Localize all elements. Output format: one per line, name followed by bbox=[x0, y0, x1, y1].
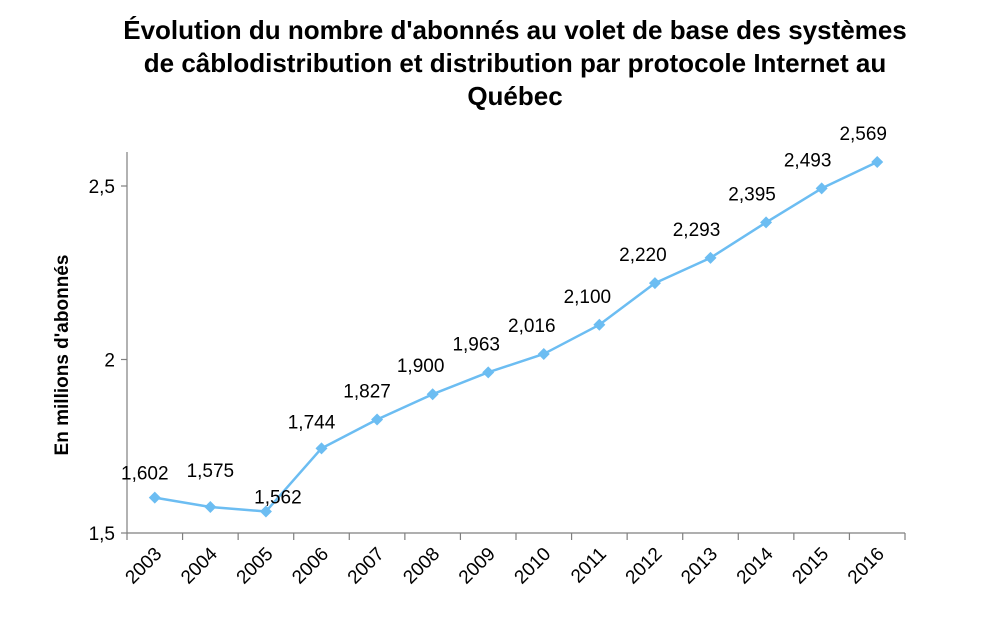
data-label: 1,963 bbox=[452, 334, 500, 355]
data-label: 2,016 bbox=[508, 316, 556, 337]
data-label: 2,220 bbox=[619, 245, 667, 266]
x-tick-label: 2013 bbox=[677, 544, 722, 589]
data-point-marker bbox=[704, 251, 717, 264]
y-axis-label: En millions d'abonnés bbox=[52, 255, 73, 456]
data-label: 2,395 bbox=[728, 184, 776, 205]
x-tick-label: 2015 bbox=[788, 544, 833, 589]
data-point-marker bbox=[815, 182, 828, 195]
x-tick-label: 2006 bbox=[288, 544, 333, 589]
x-tick-label: 2014 bbox=[733, 543, 778, 588]
y-tick-label: 1,5 bbox=[89, 524, 115, 545]
x-tick-label: 2009 bbox=[455, 544, 500, 589]
data-point-marker bbox=[426, 388, 439, 401]
x-tick-label: 2005 bbox=[233, 544, 278, 589]
chart-title: Évolution du nombre d'abonnés au volet d… bbox=[60, 14, 970, 113]
x-tick-label: 2008 bbox=[399, 544, 444, 589]
chart-title-line-1: Évolution du nombre d'abonnés au volet d… bbox=[123, 15, 907, 45]
chart-title-line-2: de câblodistribution et distribution par… bbox=[143, 48, 887, 78]
series-layer: 1,602 1,575 1,562 1,744 1,827 1,900 1,963 2,016… bbox=[121, 124, 887, 518]
data-point-marker bbox=[648, 277, 661, 290]
data-point-marker bbox=[482, 366, 495, 379]
data-label: 2,569 bbox=[839, 124, 887, 145]
x-tick-label: 2010 bbox=[511, 544, 556, 589]
x-tick-label: 2007 bbox=[344, 544, 389, 589]
chart-title-line-3: Québec bbox=[467, 81, 563, 111]
y-tick-label: 2,5 bbox=[89, 177, 115, 198]
data-label: 2,493 bbox=[784, 150, 832, 171]
data-label: 1,744 bbox=[288, 412, 336, 433]
x-tick-label: 2012 bbox=[622, 544, 667, 589]
x-tick-label: 2003 bbox=[122, 544, 167, 589]
data-label: 1,575 bbox=[187, 461, 235, 482]
data-label: 2,293 bbox=[673, 220, 721, 241]
data-point-marker bbox=[871, 156, 884, 169]
x-tick-label: 2016 bbox=[844, 544, 889, 589]
data-label: 1,562 bbox=[254, 487, 302, 508]
data-point-marker bbox=[259, 505, 272, 518]
data-point-marker bbox=[204, 500, 217, 513]
data-point-marker bbox=[537, 347, 550, 360]
x-tick-label: 2004 bbox=[177, 543, 222, 588]
data-label: 2,100 bbox=[564, 287, 612, 308]
data-label: 1,602 bbox=[121, 464, 169, 485]
data-point-marker bbox=[593, 318, 606, 331]
y-tick-label: 2 bbox=[104, 351, 115, 372]
data-point-marker bbox=[315, 442, 328, 455]
data-point-marker bbox=[760, 216, 773, 229]
series-line bbox=[154, 160, 878, 513]
data-point-marker bbox=[148, 491, 161, 504]
data-label: 1,900 bbox=[397, 356, 445, 377]
data-label: 1,827 bbox=[343, 382, 391, 403]
x-tick-label: 2011 bbox=[567, 544, 611, 588]
data-point-marker bbox=[371, 413, 384, 426]
